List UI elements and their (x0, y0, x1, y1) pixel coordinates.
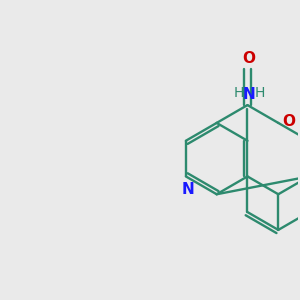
Text: O: O (282, 114, 295, 129)
Text: H: H (234, 86, 244, 100)
Text: N: N (243, 87, 256, 102)
Text: O: O (243, 51, 256, 66)
Text: N: N (181, 182, 194, 197)
Text: H: H (255, 86, 265, 100)
